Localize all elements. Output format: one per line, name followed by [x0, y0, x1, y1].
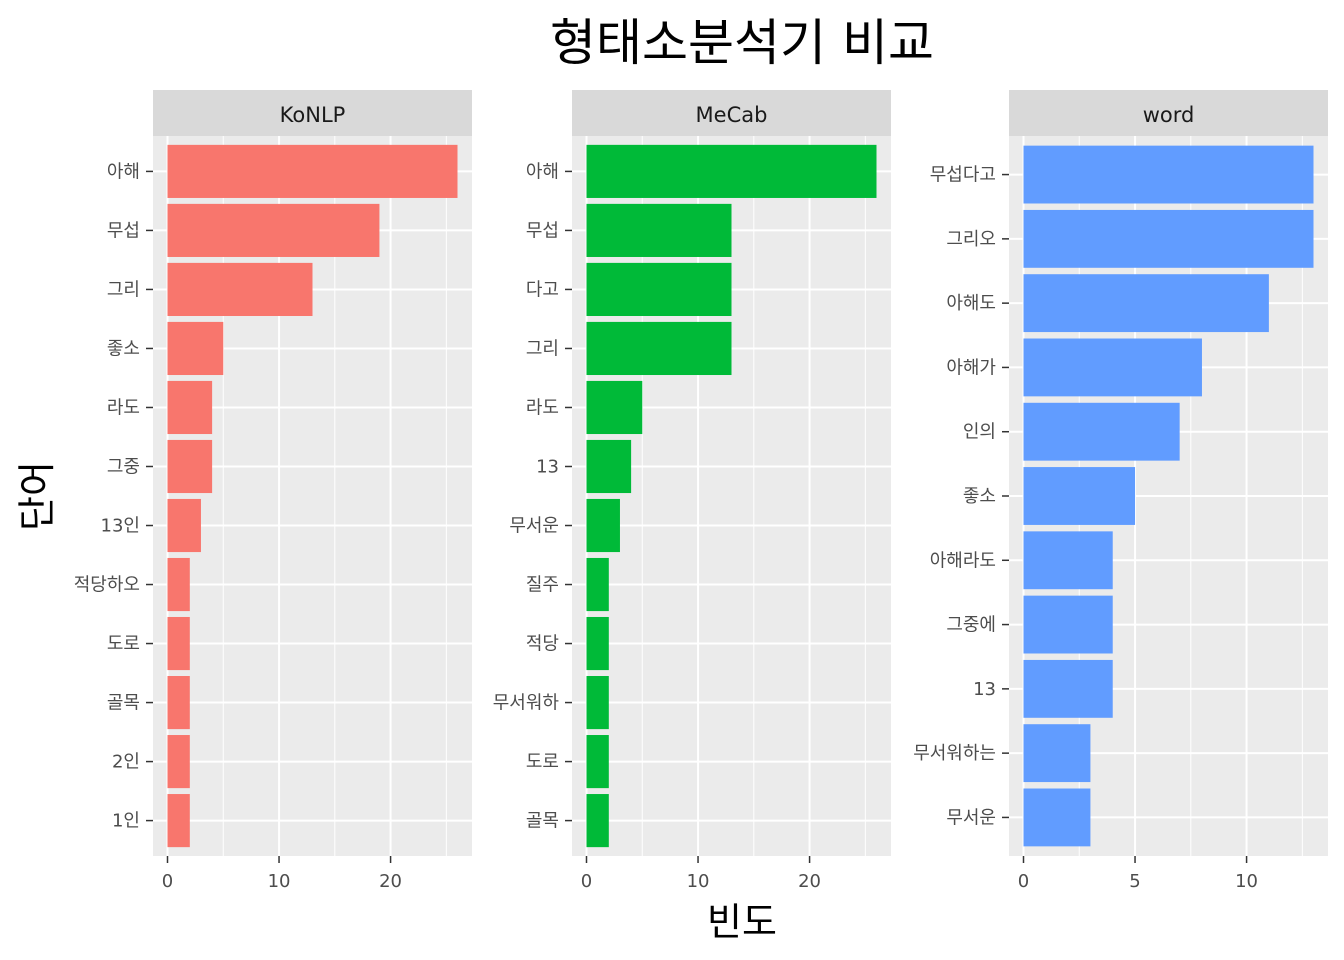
y-tick-label: 라도	[107, 397, 140, 418]
x-tick-label: 0	[1018, 871, 1029, 892]
x-tick-label: 10	[1235, 871, 1258, 892]
bar	[167, 380, 213, 435]
bar	[1023, 338, 1202, 397]
x-tick-label: 10	[268, 871, 291, 892]
bar	[167, 321, 224, 376]
y-tick-label: 도로	[526, 752, 559, 773]
bar	[586, 794, 609, 848]
bar	[1023, 788, 1091, 847]
bar	[167, 735, 190, 789]
y-axis-title: 단어	[15, 461, 59, 531]
bar	[167, 794, 190, 848]
y-tick-label: 라도	[526, 397, 559, 418]
bar	[586, 557, 609, 612]
y-tick-label: 13	[536, 456, 559, 477]
bar	[586, 144, 877, 198]
facet-strip-label: MeCab	[696, 103, 768, 127]
bar	[167, 439, 213, 494]
y-tick-label: 도로	[107, 634, 140, 655]
facet-strip-label: KoNLP	[280, 103, 346, 127]
y-tick-label: 무섭	[526, 220, 559, 241]
facet-strip-label: word	[1143, 103, 1195, 127]
y-tick-label: 무서워하는	[913, 743, 996, 764]
y-tick-label: 아해가	[946, 357, 996, 378]
bar	[167, 498, 201, 553]
bar	[1023, 595, 1113, 654]
bar	[1023, 724, 1091, 783]
y-tick-label: 적당	[526, 634, 559, 655]
facet-strip	[1009, 90, 1328, 136]
y-tick-label: 그리	[526, 338, 559, 359]
bar	[1023, 145, 1314, 204]
y-tick-label: 골목	[526, 811, 559, 832]
bar	[167, 262, 313, 316]
x-tick-label: 0	[581, 871, 592, 892]
bar	[1023, 209, 1314, 268]
y-tick-label: 골목	[107, 693, 140, 714]
y-tick-label: 그리오	[946, 229, 996, 250]
y-tick-label: 13인	[101, 516, 140, 537]
bar	[586, 735, 609, 789]
y-tick-label: 무섭	[107, 220, 140, 241]
x-tick-label: 0	[162, 871, 173, 892]
y-tick-label: 인의	[963, 422, 996, 443]
y-tick-label: 2인	[112, 752, 140, 773]
bar	[167, 557, 190, 612]
y-tick-label: 아해라도	[930, 550, 996, 571]
bar	[586, 321, 732, 376]
y-tick-label: 아해도	[946, 293, 996, 314]
bar	[586, 262, 732, 316]
y-tick-label: 좋소	[963, 486, 996, 507]
x-tick-label: 20	[379, 871, 402, 892]
bar	[586, 498, 620, 553]
facet-strip	[572, 90, 891, 136]
y-tick-label: 무섭다고	[930, 165, 996, 186]
bar	[167, 203, 380, 257]
bar	[167, 144, 458, 198]
y-tick-label: 아해	[107, 161, 140, 182]
bar	[586, 676, 609, 730]
y-tick-label: 다고	[526, 279, 559, 300]
bar	[586, 380, 643, 435]
y-tick-label: 무서운	[509, 516, 559, 537]
bar	[167, 616, 190, 671]
bar	[1023, 402, 1180, 461]
y-tick-label: 1인	[112, 811, 140, 832]
y-tick-label: 무서운	[946, 807, 996, 828]
chart-title: 형태소분석기 비교	[550, 14, 934, 72]
bar	[167, 676, 190, 730]
y-tick-label: 질주	[526, 575, 559, 596]
bar	[1023, 659, 1113, 718]
y-tick-label: 적당하오	[74, 575, 140, 596]
y-tick-label: 무서워하	[493, 693, 560, 714]
bar	[586, 439, 632, 494]
bar	[1023, 467, 1136, 525]
bar	[1023, 531, 1113, 590]
x-tick-label: 20	[798, 871, 821, 892]
y-tick-label: 13	[973, 679, 996, 700]
y-tick-label: 그중에	[946, 615, 996, 636]
bar	[1023, 274, 1269, 333]
y-tick-label: 그중	[107, 456, 140, 477]
bar	[586, 203, 732, 257]
bar	[586, 616, 609, 671]
y-tick-label: 좋소	[107, 338, 140, 359]
x-tick-label: 5	[1129, 871, 1140, 892]
x-axis-title: 빈도	[707, 900, 777, 944]
y-tick-label: 그리	[107, 279, 140, 300]
facet-strip	[153, 90, 472, 136]
y-tick-label: 아해	[526, 161, 559, 182]
x-tick-label: 10	[687, 871, 710, 892]
